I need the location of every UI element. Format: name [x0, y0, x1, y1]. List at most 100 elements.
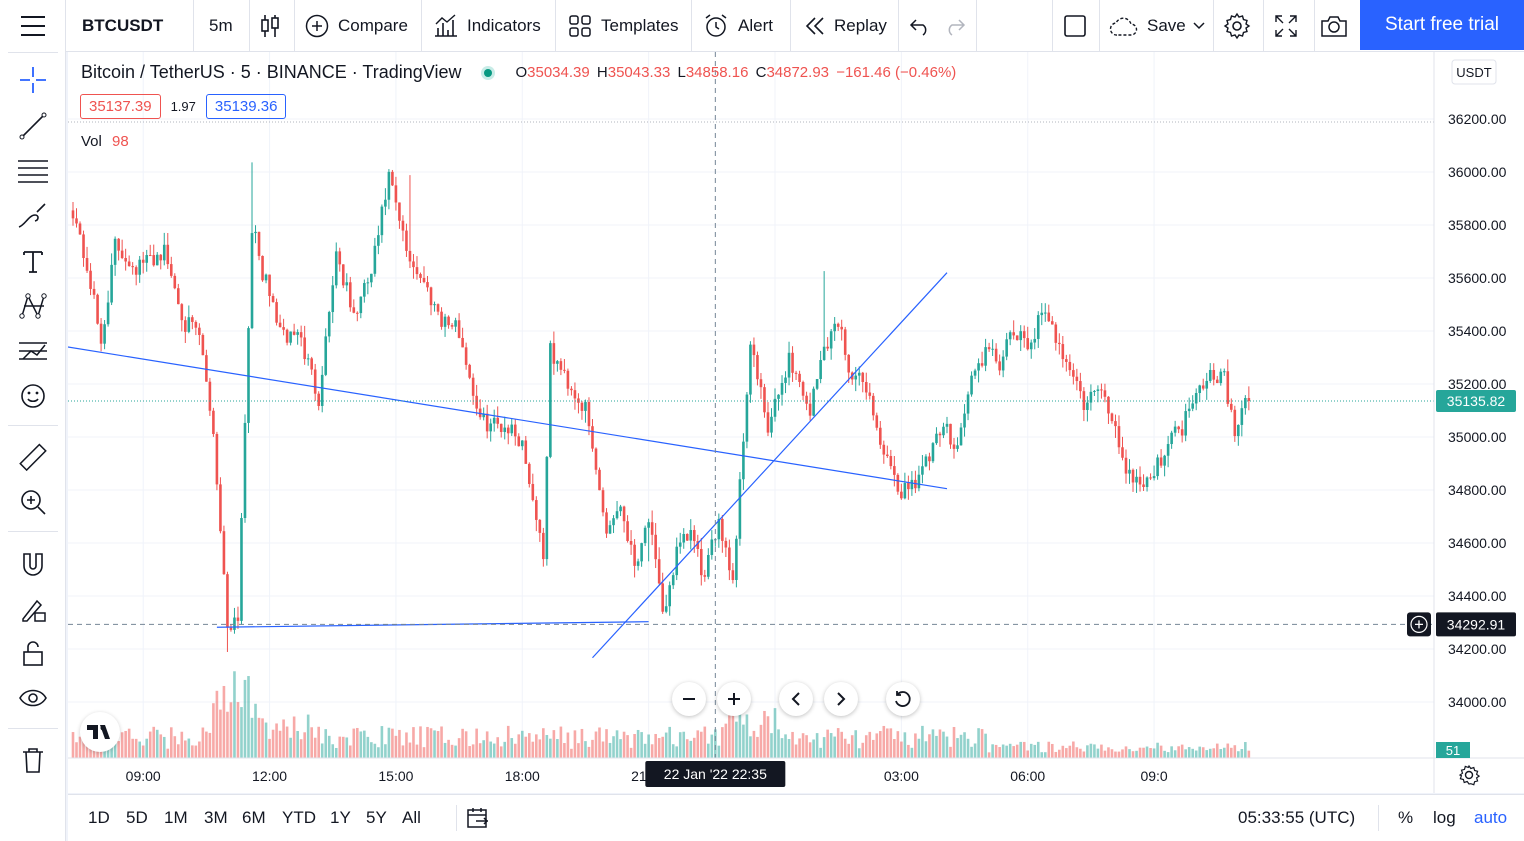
- range-button-1y[interactable]: 1Y: [330, 808, 351, 827]
- menu-icon[interactable]: [12, 8, 54, 44]
- range-button-5y[interactable]: 5Y: [366, 808, 387, 827]
- lock-drawing-icon[interactable]: [12, 591, 54, 627]
- trash-icon[interactable]: [12, 742, 54, 778]
- range-button-3m[interactable]: 3M: [204, 808, 228, 827]
- compare-button[interactable]: Compare: [305, 0, 408, 52]
- volume-bar: [1061, 745, 1065, 758]
- sell-price-button[interactable]: 35137.39: [80, 94, 161, 119]
- scroll-right-button[interactable]: [824, 682, 858, 716]
- volume-bar: [177, 744, 180, 758]
- volume-bar: [987, 752, 991, 758]
- volume-bar: [310, 727, 313, 758]
- volume-bar: [1163, 750, 1166, 758]
- candle-body: [566, 370, 570, 389]
- volume-bar: [1033, 744, 1037, 758]
- volume-bar: [275, 723, 278, 758]
- zoom-out-button[interactable]: [672, 682, 706, 716]
- interval-button[interactable]: 5m: [209, 0, 233, 52]
- trend-line-icon[interactable]: [12, 108, 54, 144]
- fullscreen-button[interactable]: [1274, 0, 1298, 52]
- log-scale-button[interactable]: log: [1433, 808, 1456, 827]
- auto-scale-button[interactable]: auto: [1474, 808, 1508, 827]
- volume-bar: [296, 731, 299, 758]
- undo-button[interactable]: [909, 0, 931, 52]
- prediction-icon[interactable]: [12, 333, 54, 369]
- candle-body: [1121, 447, 1124, 458]
- redo-button[interactable]: [944, 0, 966, 52]
- volume-bar: [615, 730, 619, 758]
- percent-scale-button[interactable]: %: [1398, 808, 1414, 827]
- volume-bar: [1005, 745, 1008, 758]
- candle-body: [394, 185, 398, 203]
- axis-settings-gear-icon[interactable]: [1458, 764, 1481, 786]
- candle-body: [219, 484, 222, 532]
- volume-bar: [1058, 749, 1061, 758]
- replay-button[interactable]: Replay: [804, 0, 887, 52]
- goto-date-button[interactable]: [466, 795, 490, 841]
- candle-body: [668, 585, 671, 607]
- candle-body: [468, 364, 471, 378]
- candle-body: [819, 360, 822, 380]
- candlestick-chart[interactable]: 34000.00 34200.00 34400.00 34600.00 34800.00…: [68, 52, 1524, 793]
- crosshair-icon[interactable]: [12, 62, 54, 98]
- candle-body: [559, 361, 563, 370]
- range-button-5d[interactable]: 5D: [126, 808, 148, 827]
- text-icon[interactable]: [12, 243, 54, 279]
- volume-bar: [124, 730, 127, 758]
- volume-bar: [977, 728, 980, 758]
- volume-bar: [1036, 741, 1040, 758]
- range-button-1m[interactable]: 1M: [164, 808, 188, 827]
- volume-bar: [886, 728, 889, 758]
- layout-button[interactable]: [1063, 0, 1087, 52]
- reset-chart-button[interactable]: [886, 682, 920, 716]
- volume-bar: [289, 737, 292, 758]
- range-button-6m[interactable]: 6M: [242, 808, 266, 827]
- chart-pane[interactable]: 34000.00 34200.00 34400.00 34600.00 34800.00…: [68, 52, 1524, 793]
- range-button-ytd[interactable]: YTD: [282, 808, 316, 827]
- symbol-title[interactable]: Bitcoin / TetherUS · 5 · BINANCE · Tradi…: [81, 62, 462, 82]
- time-tick-label: 09:0: [1140, 768, 1167, 784]
- volume-bar: [1012, 746, 1015, 758]
- indicators-button[interactable]: Indicators: [433, 0, 541, 52]
- candle-body: [531, 483, 535, 501]
- range-button-all[interactable]: All: [402, 808, 421, 827]
- alert-button[interactable]: Alert: [703, 0, 773, 52]
- magnet-icon[interactable]: [12, 546, 54, 582]
- scroll-left-button[interactable]: [779, 682, 813, 716]
- candle-body: [907, 483, 910, 490]
- clock-timezone[interactable]: 05:33:55 (UTC): [1238, 795, 1355, 841]
- candle-body: [535, 500, 538, 520]
- fib-retracement-icon[interactable]: [12, 153, 54, 189]
- tradingview-logo[interactable]: [80, 712, 120, 752]
- volume-bar: [271, 729, 275, 758]
- volume-bar: [661, 736, 664, 758]
- range-button-1d[interactable]: 1D: [88, 808, 110, 827]
- save-button[interactable]: Save: [1109, 0, 1186, 52]
- candle-body: [359, 296, 363, 314]
- volume-bar: [843, 738, 847, 758]
- start-free-trial-button[interactable]: Start free trial: [1360, 0, 1524, 50]
- volume-bar: [184, 740, 187, 758]
- emoji-icon[interactable]: [12, 378, 54, 414]
- settings-button[interactable]: [1223, 0, 1251, 52]
- market-status-icon[interactable]: [481, 65, 496, 80]
- save-dropdown[interactable]: [1192, 0, 1206, 52]
- zoom-in-button[interactable]: [717, 682, 751, 716]
- templates-button[interactable]: Templates: [568, 0, 678, 52]
- snapshot-button[interactable]: [1320, 0, 1348, 52]
- ruler-icon[interactable]: [12, 440, 54, 476]
- unlock-icon[interactable]: [12, 636, 54, 672]
- pattern-icon[interactable]: [12, 288, 54, 324]
- symbol-search[interactable]: BTCUSDT: [82, 0, 163, 52]
- buy-price-button[interactable]: 35139.36: [205, 94, 287, 119]
- volume-bar: [391, 728, 394, 758]
- zoom-in-icon[interactable]: [12, 484, 54, 520]
- candle-body: [282, 327, 285, 330]
- brush-icon[interactable]: [12, 198, 54, 234]
- volume-bar: [794, 744, 798, 758]
- volume-bar: [808, 742, 812, 758]
- volume-bar: [1191, 748, 1194, 758]
- chart-type-button[interactable]: [259, 0, 281, 52]
- eye-icon[interactable]: [12, 680, 54, 716]
- candle-body: [1110, 413, 1114, 422]
